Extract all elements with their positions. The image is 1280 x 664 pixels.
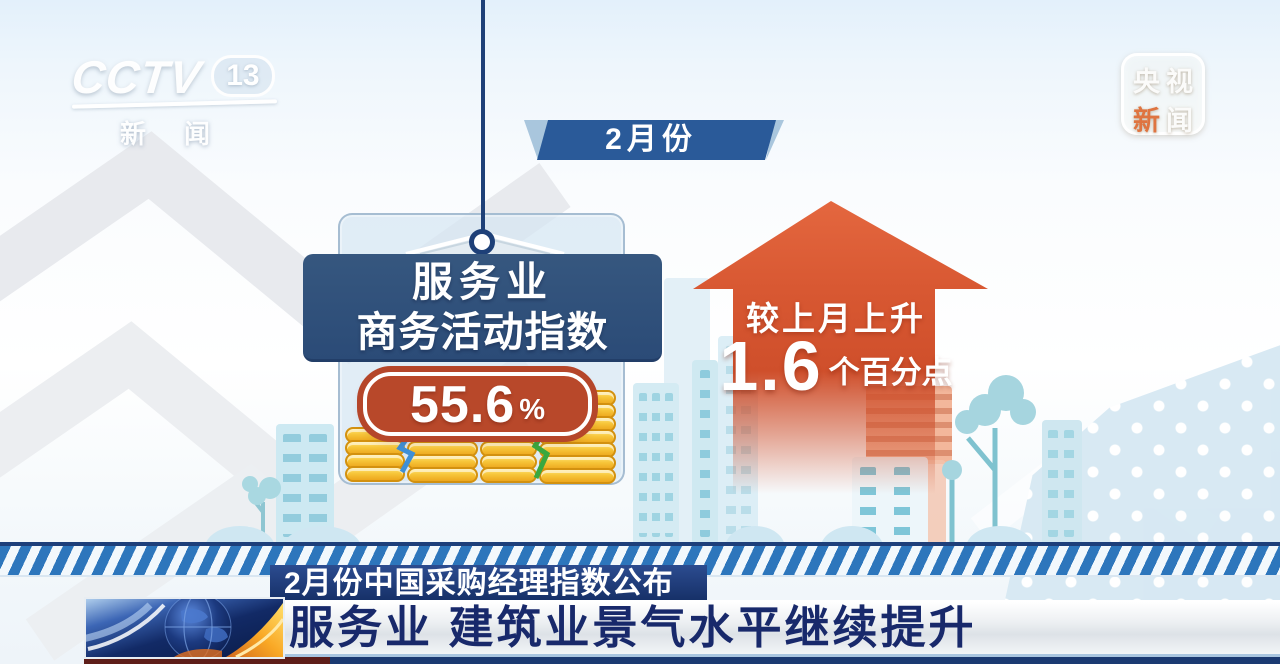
arrow-change-value: 1.6 [719,327,823,405]
index-title-line1: 服务业 [412,258,553,305]
building [276,424,334,545]
stripe-divider-edge [0,542,1280,546]
channel-logo-row: CCTV 13 [69,50,277,104]
index-title-box: 服务业 商务活动指数 [303,254,662,362]
channel-number-badge: 13 [211,55,275,97]
building [1042,420,1082,545]
building [692,360,718,545]
crack-icon [531,426,551,480]
month-ribbon-label: 2月份 [605,123,697,156]
arrow-change-suffix: 个百分点 [828,355,953,390]
building [633,383,679,545]
index-value-box: 55.6 % [363,372,592,436]
badge-char: 视 [1166,67,1193,97]
kicker-banner: 2月份中国采购经理指数公布 [270,565,707,602]
crack-icon [396,432,416,474]
pointer-dot [469,229,495,255]
index-value-unit: % [519,394,545,426]
arrow-change-label: 较上月上升 [746,300,926,337]
globe-logo [84,597,285,659]
coin-stack-icon [345,427,405,482]
coin-stack-icon [407,441,478,483]
channel-logo: CCTV 13 新闻 [69,50,278,151]
index-title-line2: 商务活动指数 [356,308,609,355]
bottom-bar-navy [330,656,1280,664]
badge-char: 闻 [1166,106,1193,136]
arrow-change-value-row: 1.6 个百分点 [690,330,982,402]
coin-stack-icon [480,441,537,483]
month-ribbon [524,120,784,160]
pointer-line [481,0,485,230]
badge-char: 央 [1133,67,1160,97]
headline-banner: 服务业 建筑业景气水平继续提升 [245,600,1280,657]
up-arrow-icon [693,201,988,494]
badge-char: 新 [1133,106,1160,136]
channel-logo-text: CCTV [69,51,204,103]
news-corner-badge: 央 视 新 闻 [1121,53,1205,136]
channel-logo-subtext: 新闻 [120,119,249,149]
index-value: 55.6 [409,376,516,434]
